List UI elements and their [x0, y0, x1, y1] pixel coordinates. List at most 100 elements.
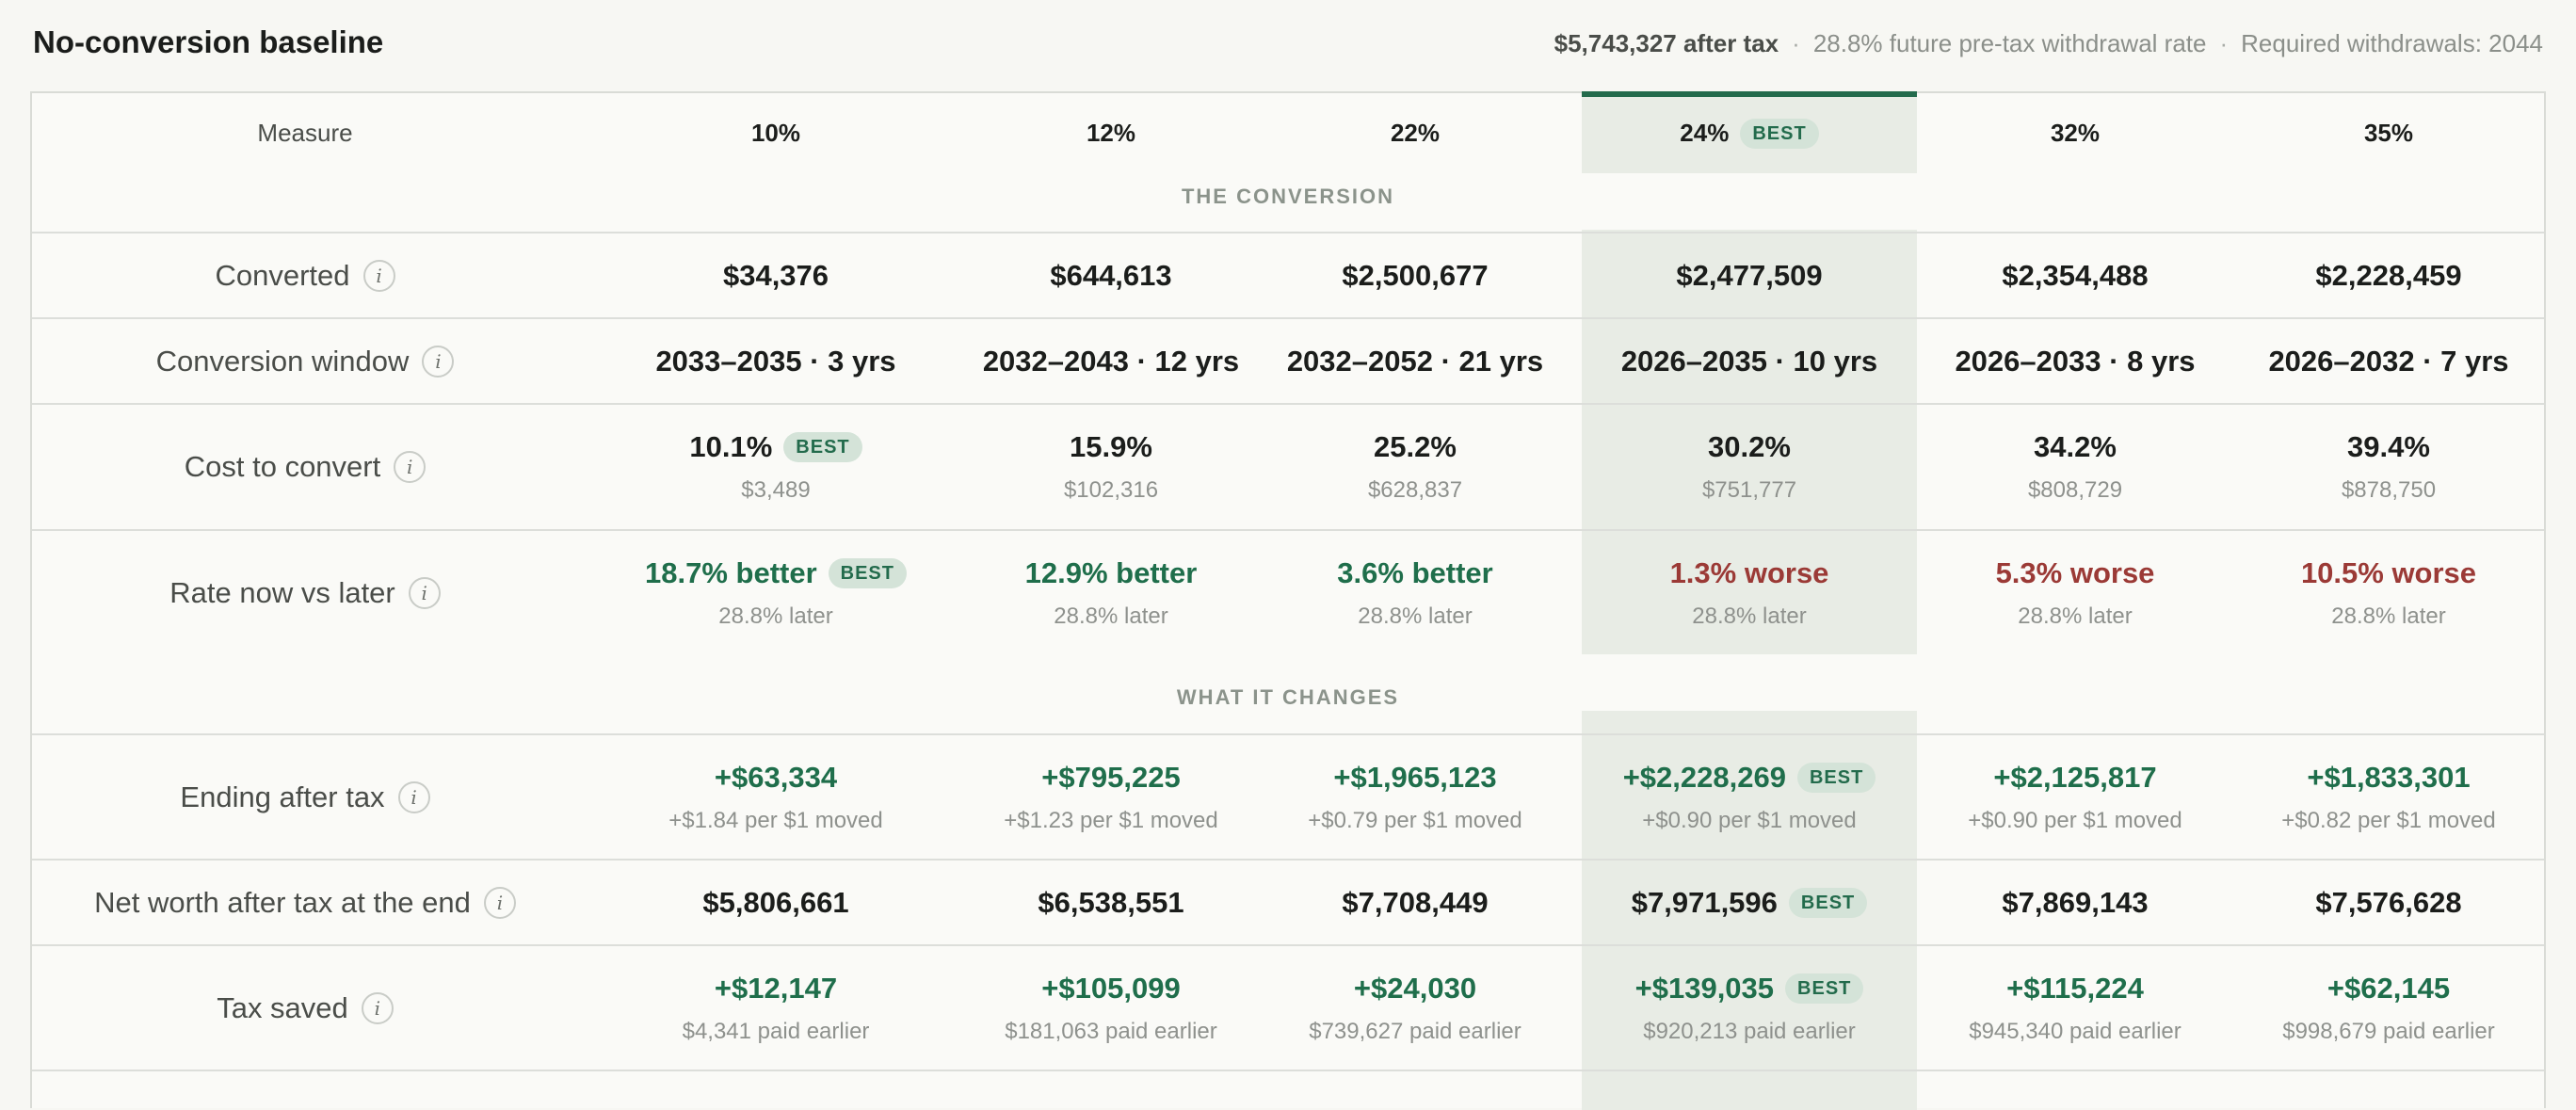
cell-subvalue: +$0.90 per $1 moved — [1968, 807, 2182, 833]
best-badge: BEST — [1785, 973, 1864, 1004]
row-label: Tax saved — [217, 990, 348, 1024]
cell-value: +$1,833,301 — [2307, 760, 2471, 794]
cell-value: 3.6% better — [1337, 555, 1493, 589]
cell-value: +$62,145 — [2326, 971, 2451, 1005]
info-icon[interactable]: i — [361, 991, 394, 1024]
cell-value: +$24,030 — [1353, 971, 1477, 1005]
cell-value: 2026–2032 · 7 yrs — [2268, 344, 2509, 378]
section-band — [1582, 654, 1917, 711]
row-ending-after-tax: Ending after tax i +$63,334 +$1.84 per $1 … — [32, 733, 2544, 859]
column-header-rate[interactable]: 22% — [1390, 119, 1441, 147]
cell-value: $5,806,661 — [702, 885, 849, 919]
cell-subvalue: 28.8% later — [1054, 603, 1168, 629]
info-icon[interactable]: i — [422, 345, 455, 378]
best-badge: BEST — [783, 432, 862, 462]
cell-subvalue: $4,341 paid earlier — [682, 1018, 870, 1044]
cell-value: $7,576,628 — [2315, 885, 2462, 919]
row-net-worth: Net worth after tax at the end i $5,806,6… — [32, 859, 2544, 944]
cell-value: +$12,147 — [714, 971, 838, 1005]
table-row — [32, 1070, 2544, 1107]
cell-subvalue: $102,316 — [1063, 477, 1159, 503]
cell-value: 18.7% better — [645, 555, 817, 589]
info-icon[interactable]: i — [362, 259, 395, 292]
cell-subvalue: $181,063 paid earlier — [1005, 1018, 1217, 1044]
cell-value: +$1,965,123 — [1333, 760, 1497, 794]
column-header-rate[interactable]: 10% — [750, 119, 801, 147]
row-cost-to-convert: Cost to convert i 10.1% BEST $3,489 15.9% $1… — [32, 403, 2544, 529]
cell-value: $7,869,143 — [2002, 885, 2149, 919]
cell-value: 10.1% — [689, 430, 773, 463]
cell-subvalue: $751,777 — [1701, 477, 1797, 503]
cell-value: +$115,224 — [2006, 971, 2144, 1005]
cell-subvalue: $3,489 — [741, 477, 811, 503]
cell-value: $7,971,596 — [1631, 885, 1778, 919]
separator: · — [2219, 29, 2229, 57]
cell-value: $2,228,459 — [2315, 258, 2462, 292]
best-badge: BEST — [1788, 887, 1868, 918]
cell-value: 34.2% — [2034, 430, 2117, 463]
info-icon[interactable]: i — [483, 886, 516, 919]
cell-value: 10.5% worse — [2300, 555, 2477, 589]
cell-value: 12.9% better — [1024, 555, 1198, 589]
cell-value: +$105,099 — [1041, 971, 1181, 1005]
row-converted: Converted i $34,376 $644,613 $2,500,677 $… — [32, 232, 2544, 317]
cell-value: $2,354,488 — [2002, 258, 2149, 292]
cell-value: 2033–2035 · 3 yrs — [655, 344, 896, 378]
row-label: Ending after tax — [180, 780, 385, 813]
cell-subvalue: $628,837 — [1367, 477, 1463, 503]
cell-value: $7,708,449 — [1342, 885, 1489, 919]
best-badge: BEST — [828, 557, 907, 588]
section-heading-conversion: THE CONVERSION — [1181, 185, 1395, 208]
column-header-rate[interactable]: 24% — [1680, 119, 1730, 147]
section-band — [1582, 173, 1917, 230]
cell-subvalue: $739,627 paid earlier — [1309, 1018, 1521, 1044]
cell-value: 2026–2035 · 10 yrs — [1620, 344, 1878, 378]
cell-subvalue: 28.8% later — [2018, 603, 2133, 629]
cell-value: $34,376 — [722, 258, 829, 292]
cell-subvalue: +$0.82 per $1 moved — [2281, 807, 2496, 833]
cell-subvalue: 28.8% later — [2331, 603, 2446, 629]
cell-subvalue: +$1.23 per $1 moved — [1004, 807, 1218, 833]
cell-value: +$795,225 — [1041, 760, 1181, 794]
info-icon[interactable]: i — [394, 451, 427, 483]
cell-value: $2,477,509 — [1676, 258, 1823, 292]
column-header-rate[interactable]: 35% — [2363, 119, 2414, 147]
cell-value: 2026–2033 · 8 yrs — [1955, 344, 2196, 378]
cell-value: $6,538,551 — [1038, 885, 1184, 919]
page-header: No-conversion baseline $5,743,327 after … — [0, 0, 2576, 92]
cell-subvalue: 28.8% later — [718, 603, 833, 629]
comparison-table: Measure 10% 12% 22% 24% BEST 32% 35% THE … — [30, 91, 2546, 1110]
cell-subvalue: $945,340 paid earlier — [1969, 1018, 2182, 1044]
cell-value: +$63,334 — [714, 760, 838, 794]
row-conversion-window: Conversion window i 2033–2035 · 3 yrs 203… — [32, 317, 2544, 403]
cell-value: 1.3% worse — [1669, 555, 1829, 589]
section-heading-changes: WHAT IT CHANGES — [1176, 685, 1400, 709]
cell-subvalue: $808,729 — [2027, 477, 2123, 503]
row-label: Converted — [215, 258, 350, 292]
page-title: No-conversion baseline — [33, 24, 384, 59]
header-row: Measure 10% 12% 22% 24% BEST 32% 35% — [32, 93, 2544, 173]
row-label: Rate now vs later — [169, 575, 395, 609]
cell-value: 2032–2052 · 21 yrs — [1286, 344, 1544, 378]
column-header-rate[interactable]: 12% — [1086, 119, 1136, 147]
info-icon[interactable]: i — [408, 576, 441, 609]
cell-subvalue: 28.8% later — [1692, 603, 1807, 629]
row-rate-now-vs-later: Rate now vs later i 18.7% better BEST 28.8%… — [32, 529, 2544, 654]
cell-value: 39.4% — [2347, 430, 2430, 463]
cell-value: +$139,035 — [1634, 971, 1775, 1005]
row-label: Conversion window — [155, 344, 410, 378]
cell-subvalue: +$1.84 per $1 moved — [668, 807, 883, 833]
cell-value: 2032–2043 · 12 yrs — [982, 344, 1240, 378]
info-icon[interactable]: i — [397, 780, 430, 813]
cell-value: 30.2% — [1708, 430, 1791, 463]
column-header-rate[interactable]: 32% — [2050, 119, 2101, 147]
row-label: Cost to convert — [184, 450, 381, 483]
cell-value: $2,500,677 — [1342, 258, 1489, 292]
best-badge: BEST — [1796, 762, 1876, 793]
cell-subvalue: 28.8% later — [1358, 603, 1473, 629]
cell-value: +$2,228,269 — [1622, 760, 1786, 794]
cell-subvalue: +$0.79 per $1 moved — [1308, 807, 1522, 833]
column-header-measure: Measure — [257, 119, 353, 147]
cell-value: 25.2% — [1374, 430, 1457, 463]
cell-subvalue: $998,679 paid earlier — [2282, 1018, 2495, 1044]
